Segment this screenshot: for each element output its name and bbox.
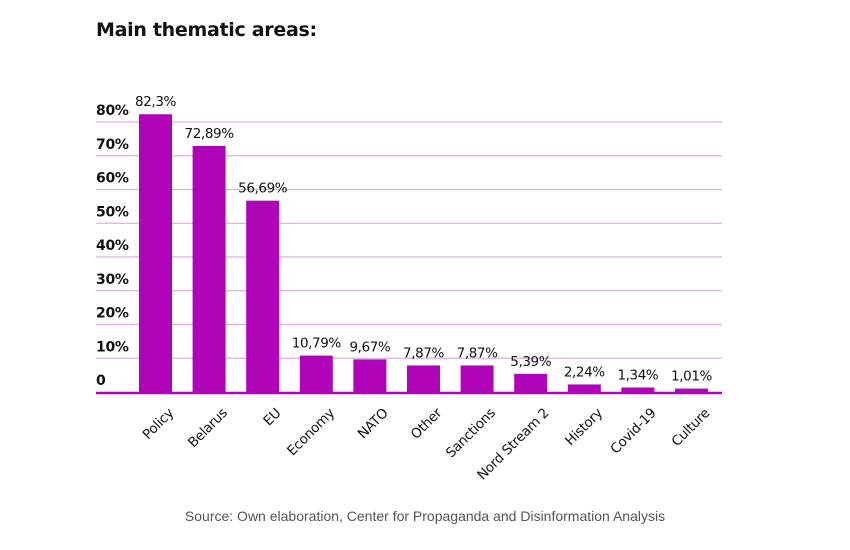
data-label: 1,34% <box>617 367 658 383</box>
bar-nato <box>353 359 387 392</box>
y-tick-label: 50% <box>96 204 129 220</box>
source-note: Source: Own elaboration, Center for Prop… <box>184 508 666 524</box>
data-label: 72,89% <box>185 126 235 142</box>
y-tick-label: 70% <box>96 137 129 153</box>
data-label: 9,67% <box>349 339 390 355</box>
x-tick-label: Economy <box>284 405 338 459</box>
y-tick-label: 60% <box>96 171 129 187</box>
y-tick-label: 10% <box>96 339 129 355</box>
bar-other <box>407 365 440 392</box>
x-tick-label: EU <box>260 405 284 429</box>
bar-nord-stream-2 <box>514 373 548 392</box>
bar-economy <box>299 355 333 392</box>
y-tick-label: 30% <box>96 272 129 288</box>
x-tick-label: NATO <box>355 405 392 442</box>
x-tick-label: Belarus <box>185 405 231 451</box>
data-label: 5,39% <box>510 354 551 370</box>
x-tick-label: Culture <box>669 405 714 450</box>
data-label: 1,01% <box>671 369 712 385</box>
bar-sanctions <box>460 365 494 392</box>
data-label: 56,69% <box>238 181 288 197</box>
bar-culture <box>675 388 708 392</box>
bar-chart: 0 10% 20% 30% 40% 50% 60% 70% 80% 82,3% Policy 72,8… <box>96 94 722 483</box>
y-tick-label: 20% <box>96 306 129 322</box>
x-tick-label: Other <box>408 405 446 443</box>
chart-title: Main thematic areas: <box>96 19 317 41</box>
y-tick-label: 80% <box>96 103 129 119</box>
y-tick-label: 0 <box>96 373 106 389</box>
data-label: 7,87% <box>403 345 444 361</box>
x-tick-label: Covid-19 <box>607 405 659 457</box>
bar-eu <box>246 200 280 392</box>
bar-covid-19 <box>621 387 655 392</box>
bar-policy <box>139 114 172 393</box>
bar-belarus <box>192 145 226 392</box>
data-label: 82,3% <box>135 94 176 110</box>
x-tick-label: Policy <box>140 405 178 443</box>
y-tick-label: 40% <box>96 238 129 254</box>
data-label: 10,79% <box>292 336 342 352</box>
x-tick-label: Sanctions <box>443 405 499 461</box>
data-label: 2,24% <box>564 364 605 380</box>
data-label: 7,87% <box>457 345 498 361</box>
bar-history <box>567 384 601 392</box>
x-tick-label: History <box>562 405 606 449</box>
